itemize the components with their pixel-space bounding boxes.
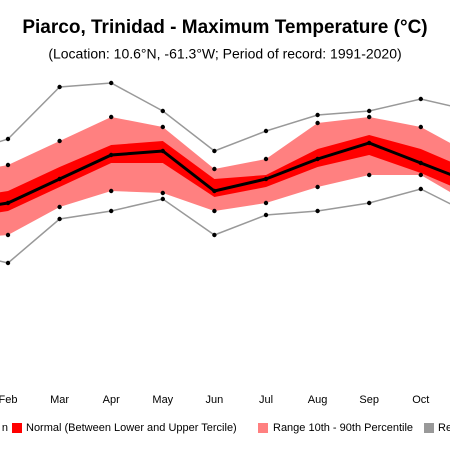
legend-label: Re [438,422,450,434]
point [367,200,372,206]
point [315,156,320,162]
point [160,124,165,130]
x-tick-label: Jul [259,394,273,406]
x-tick-label: Mar [50,394,69,406]
point [418,172,423,178]
point [5,162,11,168]
x-tick-label: Jun [206,394,224,406]
point [212,188,217,194]
point [212,166,217,172]
point [315,208,320,214]
point [57,138,62,144]
point [418,124,423,130]
chart-subtitle: (Location: 10.6°N, -61.3°W; Period of re… [48,46,401,62]
point [160,108,165,114]
legend-swatch [12,423,22,433]
point [5,260,11,266]
point [160,148,165,154]
point [367,140,372,146]
point [160,196,165,202]
legend-label: Range 10th - 90th Percentile [273,422,413,434]
x-tick-label: Oct [412,394,429,406]
point [263,128,269,134]
x-tick-label: Sep [359,394,379,406]
legend-label: Normal (Between Lower and Upper Tercile) [26,422,237,434]
point [109,80,114,86]
point [109,114,114,120]
point [418,96,423,102]
legend-label: n [2,422,8,434]
point [263,156,269,162]
point [315,120,320,126]
point [5,136,11,142]
point [263,176,269,182]
point [57,84,62,90]
point [57,216,62,222]
point [315,112,320,118]
point [5,232,11,238]
point [212,148,217,154]
point [212,232,217,238]
point [367,108,372,114]
point [367,172,372,178]
point [418,160,423,166]
point [109,208,114,214]
point [212,208,217,214]
point [109,152,114,158]
point [109,188,114,194]
point [315,184,320,190]
point [263,212,269,218]
point [5,200,11,206]
legend-swatch [424,423,434,433]
x-tick-label: Apr [103,394,120,406]
point [57,176,62,182]
point [57,204,62,210]
x-tick-label: Feb [0,394,17,406]
point [263,200,269,206]
legend-swatch [258,423,268,433]
point [418,186,423,192]
chart-title: Piarco, Trinidad - Maximum Temperature (… [22,17,427,38]
x-tick-label: May [152,394,173,406]
x-tick-label: Aug [308,394,328,406]
point [160,190,165,196]
point [367,114,372,120]
